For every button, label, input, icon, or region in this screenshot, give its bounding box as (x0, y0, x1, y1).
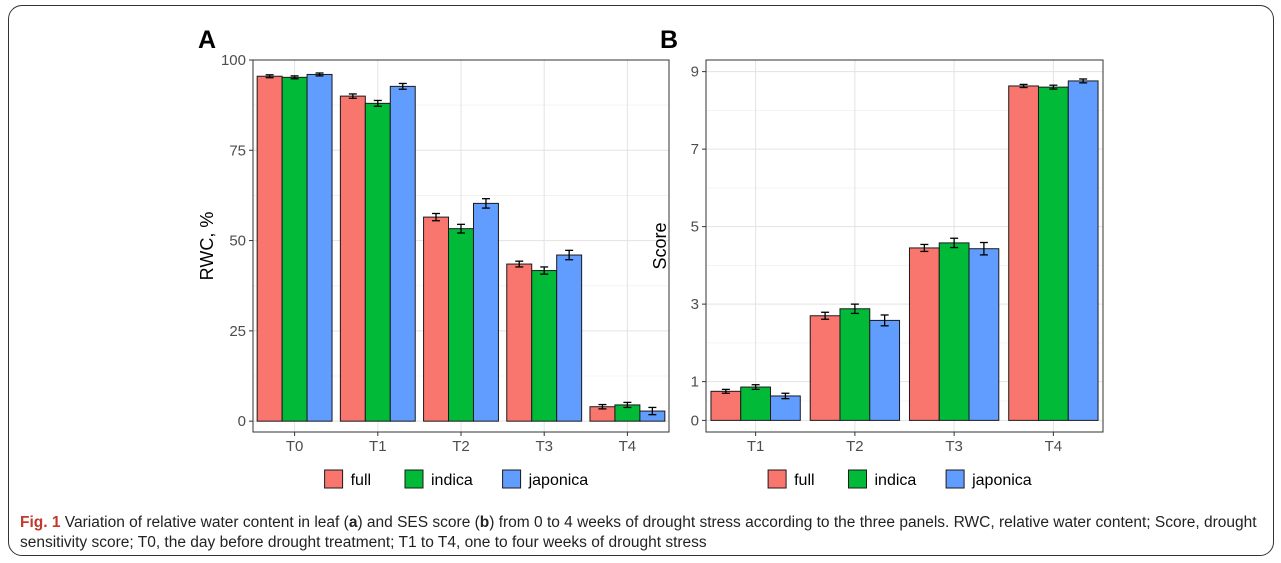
panel-b-bar (1008, 85, 1039, 421)
panel-a-x-tick-label: T1 (369, 438, 387, 455)
panel-b-error-bar (979, 241, 988, 256)
panel-b-bar (908, 247, 940, 421)
panel-a-legend-swatch (502, 469, 522, 489)
panel-a-bar (531, 270, 558, 422)
panel-b-x-tick-label: T1 (747, 438, 765, 455)
caption-ref-a: a (348, 514, 358, 531)
panel-a-legend-label: japonica (528, 472, 589, 489)
panel-a-y-tick-label: 25 (229, 323, 246, 340)
panel-a-y-tick-label: 75 (229, 142, 246, 159)
panel-b-y-axis-title: Score (650, 222, 670, 269)
panel-b-error-bar (821, 311, 830, 320)
panel-b-legend-label: indica (875, 472, 917, 489)
panel-b-y-tick-label: 9 (691, 64, 699, 81)
panel-b-error-bar (920, 243, 929, 253)
panel-b-error-bar (850, 303, 859, 315)
panel-a-error-bar (623, 401, 632, 409)
panel-a-bar (281, 76, 308, 422)
panel-b-bar (938, 242, 970, 421)
figure-label: Fig. 1 (20, 514, 61, 531)
panel-b-bar (869, 319, 901, 421)
panel-b-y-tick-label: 3 (691, 296, 699, 313)
panel-a-bar (306, 73, 333, 422)
caption-text-3: ) from 0 to 4 weeks of drought stress ac… (20, 514, 1257, 551)
panel-b-error-bar (751, 384, 760, 391)
panel-b-error-bar (950, 237, 959, 249)
panel-a-bar (339, 95, 366, 422)
panel-a-y-tick-label: 50 (229, 233, 246, 250)
panel-a-error-bar (398, 82, 407, 90)
panel-a-error-bar (348, 93, 357, 99)
panel-a-error-bar (648, 406, 657, 416)
panel-a-error-bar (432, 212, 441, 222)
panel-a-error-bar (481, 198, 490, 209)
panel-a-x-tick-label: T2 (452, 438, 470, 455)
panel-a-legend-swatch (324, 469, 344, 489)
panel-b-legend-label: full (794, 472, 814, 489)
caption-ref-b: b (479, 514, 490, 531)
panel-a-bar (506, 263, 533, 422)
panel-a-bar (472, 202, 499, 422)
panel-a-error-bar (515, 260, 524, 268)
panel-a-bar (556, 254, 583, 422)
caption-text-2: ) and SES score ( (357, 514, 480, 531)
panel-b-legend-swatch (945, 469, 965, 489)
panel-b-error-bar (880, 314, 889, 327)
panel-b-x-tick-label: T2 (846, 438, 864, 455)
panel-b-bar (1037, 86, 1069, 421)
panel-b-error-bar (1049, 84, 1058, 90)
panel-b-bar (740, 386, 772, 421)
panel-b-bar (1067, 80, 1099, 421)
panel-b-error-bar (721, 388, 730, 394)
panel-b-y-tick-label: 7 (691, 141, 699, 158)
panel-a-error-bar (315, 72, 324, 77)
panel-b-legend-swatch (848, 469, 867, 489)
figure-caption: Fig. 1 Variation of relative water conte… (20, 513, 1260, 553)
panel-a-bar (256, 75, 283, 422)
panel-a-x-tick-label: T3 (535, 438, 553, 455)
panel-a-x-tick-label: T0 (286, 438, 304, 455)
panel-b-error-bar (781, 392, 790, 400)
panel-a-error-bar (565, 249, 574, 261)
panel-b-border (705, 59, 1104, 433)
panel-b-bar (710, 390, 742, 421)
panel-b-legend-label: japonica (971, 472, 1032, 489)
panel-b-x-tick-label: T3 (945, 438, 963, 455)
panel-b-legend-swatch (767, 469, 787, 489)
panel-b-y-tick-label: 0 (691, 412, 699, 429)
panel-a-error-bar (598, 403, 607, 410)
panel-b-x-tick-label: T4 (1045, 438, 1063, 455)
caption-text-1: Variation of relative water content in l… (60, 514, 349, 531)
panel-a-y-tick-label: 0 (238, 413, 246, 430)
panel-a-error-bar (265, 74, 274, 79)
panel-a-error-bar (373, 99, 382, 107)
panel-a-x-tick-label: T4 (619, 438, 637, 455)
panel-a-error-bar (457, 223, 465, 234)
panel-a-bar (389, 85, 416, 422)
panel-a-bar (448, 228, 474, 422)
panel-a-letter: A (198, 26, 216, 54)
panel-a-y-axis-title: RWC, % (197, 212, 217, 281)
panel-b-error-bar (1079, 78, 1088, 84)
panel-a-error-bar (290, 75, 299, 80)
panel-a-bar (423, 216, 450, 422)
panel-a-error-bar (540, 266, 549, 275)
panel-b-y-tick-label: 5 (691, 219, 699, 236)
panel-a-legend-label: full (351, 472, 371, 489)
panel-b-bar (809, 315, 841, 421)
panel-b-bar (839, 308, 871, 421)
panel-a-y-tick-label: 100 (221, 52, 246, 69)
panel-a-bar (364, 102, 391, 422)
panel-a-legend-label: indica (431, 472, 473, 489)
panel-b-letter: B (660, 26, 678, 54)
panel-b-y-tick-label: 1 (691, 374, 699, 391)
panel-b-bar (770, 395, 801, 421)
panel-b-bar (968, 248, 1000, 421)
panel-a-legend-swatch (404, 469, 424, 489)
panel-b-error-bar (1019, 83, 1028, 89)
